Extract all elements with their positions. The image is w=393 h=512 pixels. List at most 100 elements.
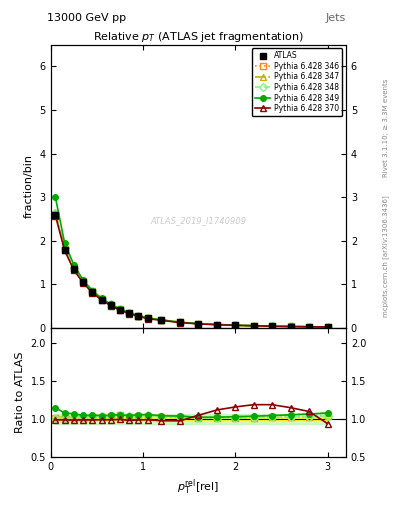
Pythia 6.428 346 — [81, 279, 85, 285]
Pythia 6.428 370 — [62, 247, 67, 253]
Pythia 6.428 346 — [53, 211, 58, 217]
Pythia 6.428 346 — [178, 319, 182, 325]
Line: Pythia 6.428 346: Pythia 6.428 346 — [53, 211, 330, 330]
Pythia 6.428 349 — [288, 324, 293, 330]
Pythia 6.428 370 — [145, 315, 150, 322]
Pythia 6.428 348 — [178, 319, 182, 325]
Pythia 6.428 348 — [136, 313, 141, 319]
Pythia 6.428 347 — [270, 323, 275, 329]
Pythia 6.428 347 — [325, 324, 330, 330]
ATLAS — [90, 289, 95, 295]
Pythia 6.428 370 — [307, 324, 311, 330]
Pythia 6.428 370 — [136, 313, 141, 319]
Pythia 6.428 348 — [252, 323, 256, 329]
Text: ATLAS_2019_I1740909: ATLAS_2019_I1740909 — [150, 216, 246, 225]
Pythia 6.428 370 — [118, 307, 122, 313]
Pythia 6.428 349 — [136, 313, 141, 319]
Pythia 6.428 370 — [127, 310, 132, 316]
Legend: ATLAS, Pythia 6.428 346, Pythia 6.428 347, Pythia 6.428 348, Pythia 6.428 349, P: ATLAS, Pythia 6.428 346, Pythia 6.428 34… — [252, 48, 342, 116]
Pythia 6.428 349 — [118, 306, 122, 312]
Pythia 6.428 349 — [270, 323, 275, 329]
Pythia 6.428 370 — [215, 322, 219, 328]
Pythia 6.428 348 — [288, 324, 293, 330]
Pythia 6.428 346 — [307, 324, 311, 330]
Pythia 6.428 346 — [136, 313, 141, 319]
Pythia 6.428 349 — [307, 324, 311, 330]
Pythia 6.428 346 — [145, 315, 150, 321]
ATLAS — [270, 323, 275, 329]
Title: Relative $p_T$ (ATLAS jet fragmentation): Relative $p_T$ (ATLAS jet fragmentation) — [93, 30, 304, 45]
Pythia 6.428 370 — [288, 324, 293, 330]
ATLAS — [136, 313, 141, 319]
Pythia 6.428 349 — [62, 240, 67, 246]
Pythia 6.428 346 — [118, 306, 122, 312]
Pythia 6.428 347 — [81, 278, 85, 284]
Pythia 6.428 346 — [108, 302, 113, 308]
Pythia 6.428 348 — [53, 210, 58, 217]
Pythia 6.428 370 — [196, 321, 201, 327]
Pythia 6.428 348 — [307, 324, 311, 330]
Pythia 6.428 348 — [233, 322, 238, 328]
ATLAS — [118, 307, 122, 313]
ATLAS — [233, 322, 238, 328]
Pythia 6.428 347 — [72, 264, 76, 270]
ATLAS — [127, 310, 132, 316]
Pythia 6.428 347 — [127, 310, 132, 316]
Line: Pythia 6.428 349: Pythia 6.428 349 — [53, 195, 330, 330]
Pythia 6.428 346 — [325, 324, 330, 330]
Pythia 6.428 347 — [62, 244, 67, 250]
Pythia 6.428 370 — [159, 317, 164, 324]
Pythia 6.428 346 — [252, 323, 256, 329]
ATLAS — [307, 324, 311, 330]
ATLAS — [72, 266, 76, 272]
Pythia 6.428 346 — [196, 321, 201, 327]
Pythia 6.428 346 — [99, 296, 104, 302]
Pythia 6.428 348 — [127, 310, 132, 316]
Pythia 6.428 349 — [325, 324, 330, 330]
Pythia 6.428 370 — [81, 280, 85, 286]
Pythia 6.428 346 — [215, 322, 219, 328]
Pythia 6.428 348 — [62, 245, 67, 251]
Y-axis label: fraction/bin: fraction/bin — [24, 154, 34, 218]
Pythia 6.428 349 — [127, 310, 132, 316]
ATLAS — [108, 302, 113, 308]
Line: Pythia 6.428 347: Pythia 6.428 347 — [53, 210, 330, 330]
ATLAS — [288, 324, 293, 330]
Pythia 6.428 348 — [72, 265, 76, 271]
Y-axis label: Ratio to ATLAS: Ratio to ATLAS — [15, 352, 25, 433]
Pythia 6.428 346 — [72, 265, 76, 271]
Pythia 6.428 347 — [136, 313, 141, 319]
ATLAS — [196, 321, 201, 327]
Pythia 6.428 346 — [62, 246, 67, 252]
ATLAS — [252, 323, 256, 329]
Pythia 6.428 349 — [108, 301, 113, 307]
X-axis label: $p_{\mathrm{T}}^{\mathrm{rel}}[\mathrm{rel}]$: $p_{\mathrm{T}}^{\mathrm{rel}}[\mathrm{r… — [177, 477, 220, 497]
Pythia 6.428 349 — [53, 194, 58, 200]
Line: ATLAS: ATLAS — [52, 211, 331, 330]
Text: mcplots.cern.ch [arXiv:1306.3436]: mcplots.cern.ch [arXiv:1306.3436] — [382, 195, 389, 317]
Pythia 6.428 347 — [233, 322, 238, 328]
ATLAS — [81, 279, 85, 285]
Pythia 6.428 349 — [99, 295, 104, 302]
Pythia 6.428 349 — [196, 321, 201, 327]
Pythia 6.428 348 — [270, 323, 275, 329]
Text: Rivet 3.1.10; ≥ 3.3M events: Rivet 3.1.10; ≥ 3.3M events — [383, 79, 389, 177]
Pythia 6.428 347 — [90, 288, 95, 294]
Pythia 6.428 346 — [233, 322, 238, 328]
Pythia 6.428 347 — [99, 295, 104, 302]
Pythia 6.428 370 — [270, 323, 275, 329]
Pythia 6.428 347 — [178, 319, 182, 325]
Pythia 6.428 349 — [215, 322, 219, 328]
Pythia 6.428 349 — [145, 315, 150, 321]
Pythia 6.428 347 — [196, 321, 201, 327]
Pythia 6.428 346 — [159, 317, 164, 323]
Pythia 6.428 347 — [145, 315, 150, 321]
Line: Pythia 6.428 370: Pythia 6.428 370 — [53, 213, 330, 330]
Pythia 6.428 370 — [99, 297, 104, 303]
ATLAS — [215, 322, 219, 328]
Pythia 6.428 347 — [53, 209, 58, 216]
Pythia 6.428 347 — [159, 317, 164, 323]
Pythia 6.428 348 — [90, 288, 95, 294]
Pythia 6.428 348 — [325, 324, 330, 330]
Pythia 6.428 346 — [127, 310, 132, 316]
